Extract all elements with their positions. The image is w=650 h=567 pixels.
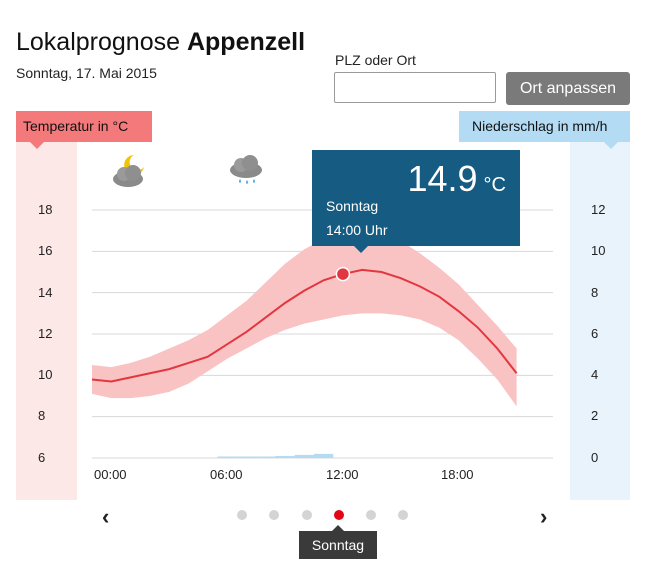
y-tick-left: 14 xyxy=(38,285,53,300)
precipitation-axis-band xyxy=(570,142,630,500)
y-tick-left: 18 xyxy=(38,202,53,217)
y-tick-right: 12 xyxy=(591,202,606,217)
x-tick: 18:00 xyxy=(441,467,474,482)
y-tick-left: 6 xyxy=(38,450,46,465)
temperature-axis-label: Temperatur in °C xyxy=(16,111,152,149)
y-tick-right: 4 xyxy=(591,367,599,382)
y-tick-left: 12 xyxy=(38,326,53,341)
value-tooltip: 14.9 °C Sonntag 14:00 Uhr xyxy=(312,150,520,253)
highlight-point xyxy=(335,266,351,282)
x-tick: 00:00 xyxy=(94,467,127,482)
temperature-line xyxy=(91,268,518,383)
tooltip-number: 14.9 xyxy=(407,158,478,199)
y-tick-left: 16 xyxy=(38,243,53,258)
precipitation-bar xyxy=(236,456,257,458)
day-dot[interactable] xyxy=(269,510,279,520)
day-dot-active[interactable] xyxy=(334,510,344,520)
prev-day-button[interactable]: ‹ xyxy=(102,504,110,529)
y-tick-right: 0 xyxy=(591,450,599,465)
y-tick-right: 8 xyxy=(591,285,599,300)
precipitation-bar xyxy=(275,455,295,458)
x-tick: 06:00 xyxy=(210,467,243,482)
title-prefix: Lokalprognose xyxy=(16,28,181,56)
y-tick-left: 8 xyxy=(38,408,46,423)
day-dot[interactable] xyxy=(237,510,247,520)
x-tick: 12:00 xyxy=(326,467,359,482)
precipitation-bar xyxy=(313,453,334,458)
day-dot[interactable] xyxy=(366,510,376,520)
ort-anpassen-button[interactable]: Ort anpassen xyxy=(506,72,630,105)
plz-input[interactable] xyxy=(334,72,496,103)
temperature-axis-band xyxy=(16,142,77,500)
y-tick-right: 6 xyxy=(591,326,599,341)
forecast-date: Sonntag, 17. Mai 2015 xyxy=(16,65,157,81)
plz-label: PLZ oder Ort xyxy=(335,52,416,68)
day-dot[interactable] xyxy=(398,510,408,520)
rain-cloud-icon xyxy=(226,152,266,195)
tooltip-value: 14.9 °C xyxy=(407,158,506,200)
tooltip-unit: °C xyxy=(483,174,506,196)
y-tick-left: 10 xyxy=(38,367,53,382)
next-day-button[interactable]: › xyxy=(540,504,548,529)
precipitation-bar xyxy=(256,456,276,458)
active-day-label: Sonntag xyxy=(299,525,377,559)
precipitation-axis-label: Niederschlag in mm/h xyxy=(459,111,630,149)
tooltip-day: Sonntag xyxy=(326,198,379,214)
tooltip-time: 14:00 Uhr xyxy=(326,222,388,238)
temperature-range-band xyxy=(92,232,517,407)
page-title: Lokalprognose Appenzell xyxy=(16,28,305,57)
title-place: Appenzell xyxy=(186,28,306,56)
day-dot[interactable] xyxy=(302,510,312,520)
precipitation-bar xyxy=(217,456,237,458)
precipitation-bar xyxy=(294,454,314,458)
y-tick-right: 10 xyxy=(591,243,606,258)
y-tick-right: 2 xyxy=(591,408,599,423)
partly-cloudy-night-icon xyxy=(110,152,150,195)
